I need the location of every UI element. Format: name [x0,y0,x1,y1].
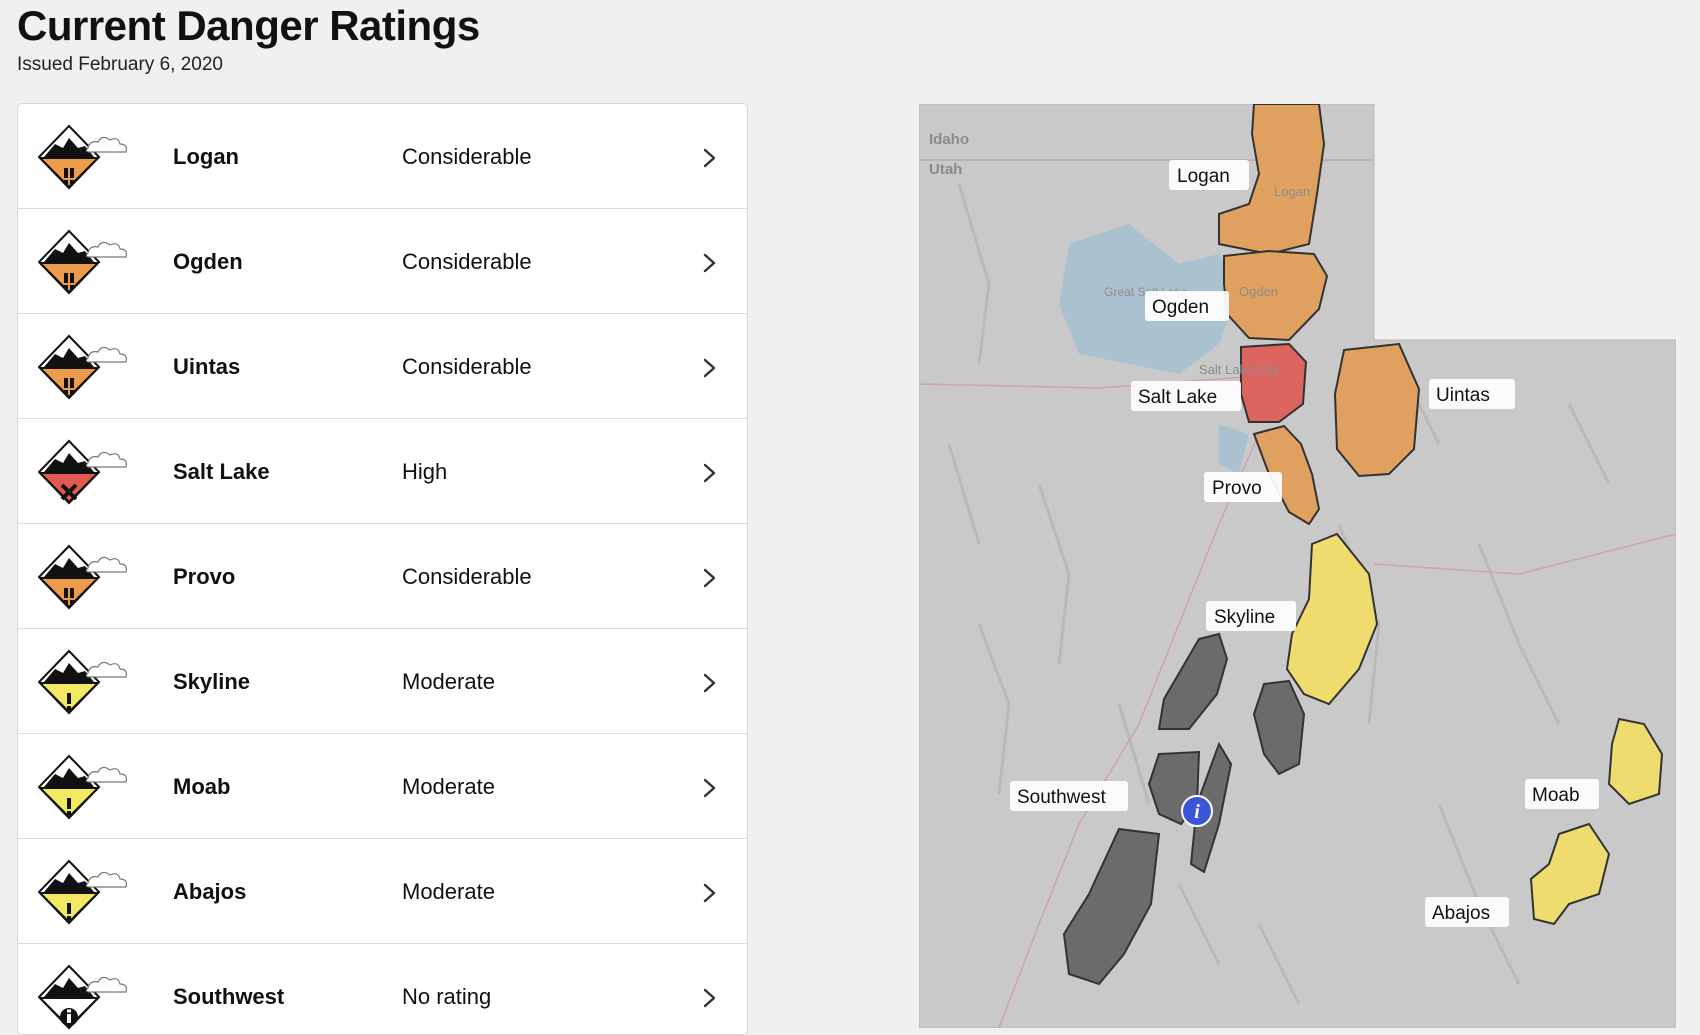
region-row-uintas[interactable]: Uintas Considerable [18,314,747,419]
map-label-abajos: Abajos [1432,903,1490,924]
chevron-right-icon[interactable] [698,776,720,800]
map-label-southwest: Southwest [1017,787,1106,808]
utah-lake [1219,424,1249,474]
danger-no-rating-icon [37,964,134,1030]
region-name: Southwest [173,984,285,1009]
region-rating: Moderate [402,669,495,694]
region-rating: Considerable [402,144,532,169]
region-name: Abajos [173,879,247,904]
region-rating: Considerable [402,249,532,274]
region-name: Provo [173,564,236,589]
region-name: Moab [173,774,231,799]
region-rating: Considerable [402,564,532,589]
danger-considerable-icon [37,229,134,295]
map-label-logan: Logan [1177,166,1230,187]
city-label-ogden: Ogden [1239,284,1278,299]
danger-moderate-icon [37,754,134,820]
city-label-logan: Logan [1274,184,1310,199]
city-label-salt-lake-city: Salt Lake City [1199,362,1280,377]
avalanche-region-map[interactable]: Idaho Utah Logan Ogden Salt Lake City Gr… [919,104,1676,1028]
danger-ratings-list: Logan Considerable Ogden Considerable Ui… [17,103,748,1035]
region-name: Salt Lake [173,459,270,484]
map-region-skyline[interactable] [1285,532,1379,706]
state-label-utah: Utah [929,161,962,178]
chevron-right-icon[interactable] [698,881,720,905]
region-row-ogden[interactable]: Ogden Considerable [18,209,747,314]
map-label-ogden: Ogden [1152,297,1209,318]
map-label-salt-lake: Salt Lake [1138,387,1217,408]
terrain-texture [947,183,1611,1005]
danger-moderate-icon [37,859,134,925]
map-label-provo: Provo [1212,478,1262,499]
region-rating: Moderate [402,774,495,799]
map-region-uintas[interactable] [1333,342,1421,478]
region-name: Uintas [173,354,241,379]
map-region-salt-lake[interactable] [1240,342,1308,423]
region-name: Skyline [173,669,251,694]
danger-considerable-icon [37,544,134,610]
region-rating: Moderate [402,879,495,904]
svg-text:i: i [1194,801,1200,823]
map-region-moab[interactable] [1607,717,1664,806]
map-label-uintas: Uintas [1436,385,1490,406]
danger-considerable-icon [37,334,134,400]
page-title: Current Danger Ratings [17,2,480,49]
map-label-skyline: Skyline [1214,607,1275,628]
map-region-abajos[interactable] [1529,822,1611,926]
region-name: Ogden [173,249,243,274]
chevron-right-icon[interactable] [698,251,720,275]
info-marker-icon[interactable]: i [1181,795,1213,827]
chevron-right-icon[interactable] [698,566,720,590]
region-rating: Considerable [402,354,532,379]
map-region-southwest[interactable] [1062,632,1306,986]
danger-considerable-icon [37,124,134,190]
chevron-right-icon[interactable] [698,461,720,485]
danger-high-icon [37,439,134,505]
region-row-skyline[interactable]: Skyline Moderate [18,629,747,734]
map-region-logan[interactable] [1218,104,1326,256]
region-row-abajos[interactable]: Abajos Moderate [18,839,747,944]
chevron-right-icon[interactable] [698,671,720,695]
region-name: Logan [173,144,239,169]
issued-date: Issued February 6, 2020 [17,54,223,75]
danger-moderate-icon [37,649,134,715]
region-row-salt-lake[interactable]: Salt Lake High [18,419,747,524]
map-label-moab: Moab [1532,785,1580,806]
region-rating: No rating [402,984,492,1009]
chevron-right-icon[interactable] [698,146,720,170]
chevron-right-icon[interactable] [698,356,720,380]
state-label-idaho: Idaho [929,131,969,148]
chevron-right-icon[interactable] [698,986,720,1010]
region-row-provo[interactable]: Provo Considerable [18,524,747,629]
region-row-southwest[interactable]: Southwest No rating [18,944,747,1034]
region-rating: High [402,459,448,484]
region-row-logan[interactable]: Logan Considerable [18,104,747,209]
region-row-moab[interactable]: Moab Moderate [18,734,747,839]
